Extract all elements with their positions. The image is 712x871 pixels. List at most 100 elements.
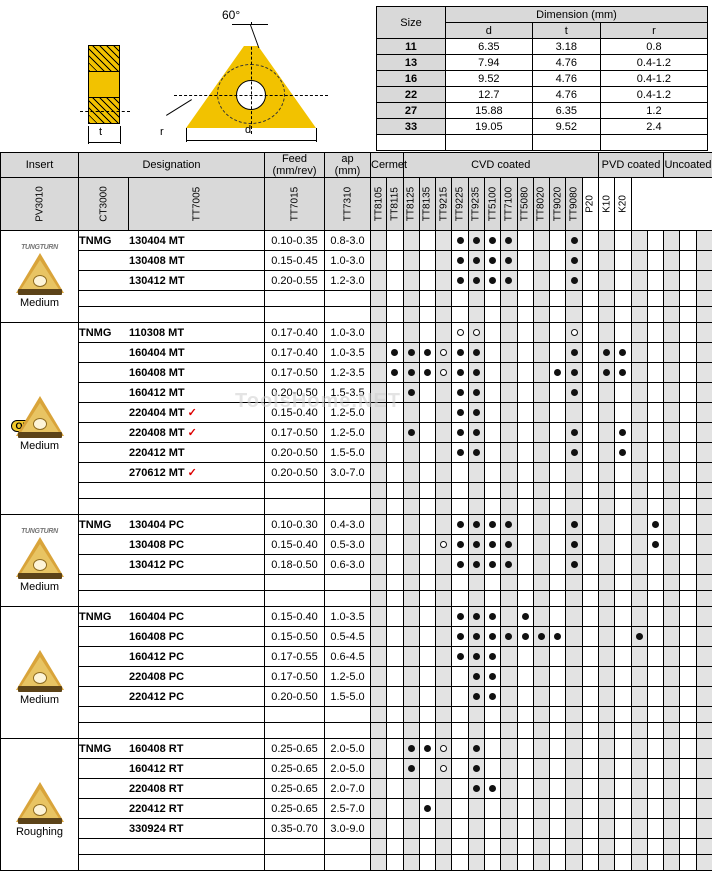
grade-mark-P20[interactable] xyxy=(664,779,680,799)
grade-mark-TT8125[interactable] xyxy=(484,535,500,555)
grade-mark-CT3000[interactable] xyxy=(387,323,403,343)
grade-mark-TT8125[interactable] xyxy=(484,231,500,251)
insert-designation[interactable]: 220408 PC xyxy=(129,667,265,687)
grade-mark-TT7310[interactable] xyxy=(436,515,452,535)
grade-mark-TT9215[interactable] xyxy=(517,555,533,575)
grade-column-K10[interactable]: K10 xyxy=(598,178,614,231)
grade-mark-TT8125[interactable] xyxy=(484,271,500,291)
insert-designation[interactable]: 330924 RT xyxy=(129,819,265,839)
grade-mark-PV3010[interactable] xyxy=(371,251,387,271)
grade-mark-TT7005[interactable] xyxy=(403,799,419,819)
grade-mark-TT5100[interactable] xyxy=(566,423,582,443)
grade-mark-TT8135[interactable] xyxy=(501,687,517,707)
grade-mark-TT7005[interactable] xyxy=(403,443,419,463)
grade-mark-TT5100[interactable] xyxy=(566,555,582,575)
grade-mark-TT9020[interactable] xyxy=(631,687,647,707)
grade-mark-TT9215[interactable] xyxy=(517,607,533,627)
grade-mark-TT8020[interactable] xyxy=(615,555,631,575)
grade-mark-CT3000[interactable] xyxy=(387,363,403,383)
grade-mark-TT7005[interactable] xyxy=(403,403,419,423)
grade-mark-TT8105[interactable] xyxy=(452,687,468,707)
grade-mark-K20[interactable] xyxy=(696,607,712,627)
grade-mark-TT5100[interactable] xyxy=(566,819,582,839)
grade-mark-TT7310[interactable] xyxy=(436,535,452,555)
grade-mark-TT7100[interactable] xyxy=(582,383,598,403)
grade-mark-TT8020[interactable] xyxy=(615,667,631,687)
grade-mark-CT3000[interactable] xyxy=(387,383,403,403)
grade-mark-TT7100[interactable] xyxy=(582,423,598,443)
grade-mark-K20[interactable] xyxy=(696,231,712,251)
grade-mark-TT9235[interactable] xyxy=(550,363,566,383)
grade-column-CT3000[interactable]: CT3000 xyxy=(79,178,129,231)
grade-mark-TT8135[interactable] xyxy=(501,555,517,575)
grade-mark-TT8105[interactable] xyxy=(452,251,468,271)
grade-column-TT9235[interactable]: TT9235 xyxy=(468,178,484,231)
grade-mark-K10[interactable] xyxy=(680,363,696,383)
grade-mark-TT7015[interactable] xyxy=(419,463,435,483)
grade-mark-K20[interactable] xyxy=(696,443,712,463)
insert-designation[interactable]: 220412 PC xyxy=(129,687,265,707)
grade-mark-TT7005[interactable] xyxy=(403,759,419,779)
grade-mark-TT7100[interactable] xyxy=(582,363,598,383)
grade-mark-TT8135[interactable] xyxy=(501,323,517,343)
grade-mark-TT7005[interactable] xyxy=(403,555,419,575)
grade-mark-TT7100[interactable] xyxy=(582,647,598,667)
insert-designation[interactable]: 220412 MT xyxy=(129,443,265,463)
grade-mark-K10[interactable] xyxy=(680,647,696,667)
grade-mark-TT5080[interactable] xyxy=(598,231,614,251)
grade-mark-TT7310[interactable] xyxy=(436,799,452,819)
grade-mark-P20[interactable] xyxy=(664,383,680,403)
grade-mark-TT8125[interactable] xyxy=(484,799,500,819)
grade-mark-K10[interactable] xyxy=(680,799,696,819)
grade-column-TT7005[interactable]: TT7005 xyxy=(129,178,265,231)
grade-mark-TT7015[interactable] xyxy=(419,423,435,443)
grade-mark-TT5080[interactable] xyxy=(598,343,614,363)
grade-mark-TT7310[interactable] xyxy=(436,343,452,363)
grade-mark-TT8135[interactable] xyxy=(501,759,517,779)
grade-mark-TT5080[interactable] xyxy=(598,647,614,667)
grade-mark-TT7100[interactable] xyxy=(582,627,598,647)
grade-mark-TT9225[interactable] xyxy=(533,463,549,483)
grade-mark-CT3000[interactable] xyxy=(387,251,403,271)
grade-mark-K20[interactable] xyxy=(696,423,712,443)
grade-mark-TT7015[interactable] xyxy=(419,363,435,383)
grade-mark-TT9080[interactable] xyxy=(647,739,663,759)
grade-mark-P20[interactable] xyxy=(664,627,680,647)
insert-designation[interactable]: 130404 MT xyxy=(129,231,265,251)
grade-mark-TT9080[interactable] xyxy=(647,819,663,839)
grade-mark-TT8115[interactable] xyxy=(468,779,484,799)
grade-mark-TT7005[interactable] xyxy=(403,343,419,363)
grade-mark-TT7015[interactable] xyxy=(419,383,435,403)
grade-mark-TT9225[interactable] xyxy=(533,739,549,759)
grade-mark-TT5100[interactable] xyxy=(566,231,582,251)
grade-mark-TT9235[interactable] xyxy=(550,343,566,363)
grade-mark-K10[interactable] xyxy=(680,739,696,759)
grade-mark-TT5080[interactable] xyxy=(598,779,614,799)
grade-mark-TT7005[interactable] xyxy=(403,535,419,555)
grade-mark-TT8020[interactable] xyxy=(615,403,631,423)
grade-mark-TT9225[interactable] xyxy=(533,607,549,627)
grade-column-TT8125[interactable]: TT8125 xyxy=(403,178,419,231)
grade-mark-K10[interactable] xyxy=(680,403,696,423)
grade-mark-P20[interactable] xyxy=(664,739,680,759)
grade-mark-TT9235[interactable] xyxy=(550,383,566,403)
grade-mark-TT9080[interactable] xyxy=(647,759,663,779)
insert-designation[interactable]: 160412 MT xyxy=(129,383,265,403)
grade-column-TT9080[interactable]: TT9080 xyxy=(566,178,582,231)
grade-mark-TT7015[interactable] xyxy=(419,231,435,251)
grade-mark-PV3010[interactable] xyxy=(371,515,387,535)
insert-designation[interactable]: 130408 MT xyxy=(129,251,265,271)
grade-mark-PV3010[interactable] xyxy=(371,759,387,779)
grade-mark-TT8125[interactable] xyxy=(484,759,500,779)
grade-mark-TT7005[interactable] xyxy=(403,779,419,799)
grade-mark-TT7015[interactable] xyxy=(419,667,435,687)
grade-mark-TT9020[interactable] xyxy=(631,819,647,839)
grade-mark-K10[interactable] xyxy=(680,759,696,779)
grade-mark-PV3010[interactable] xyxy=(371,323,387,343)
grade-mark-TT5100[interactable] xyxy=(566,271,582,291)
grade-mark-TT9080[interactable] xyxy=(647,779,663,799)
grade-mark-TT8020[interactable] xyxy=(615,423,631,443)
grade-mark-TT9235[interactable] xyxy=(550,463,566,483)
